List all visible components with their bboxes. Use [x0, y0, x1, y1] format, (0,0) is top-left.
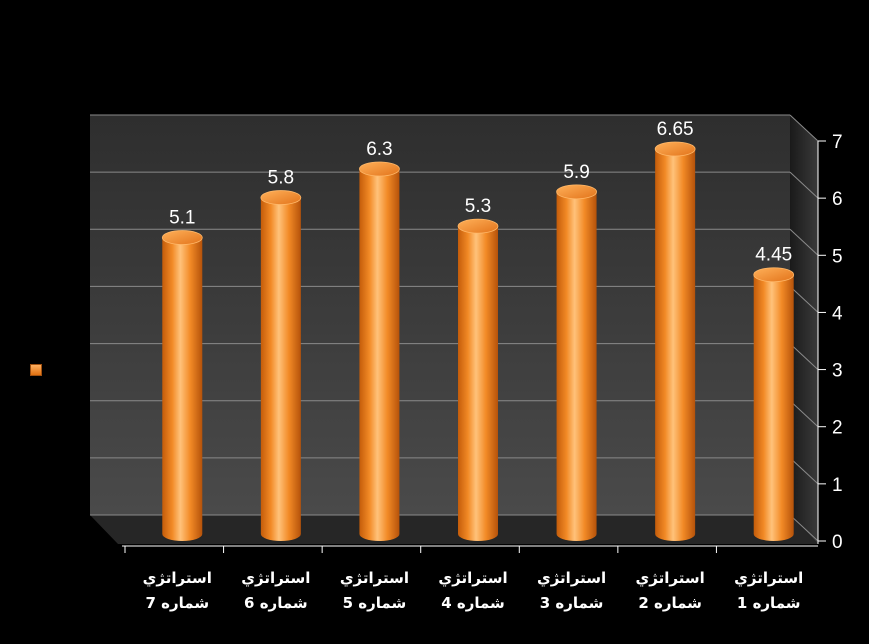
side-wall — [790, 115, 818, 544]
bar — [162, 237, 203, 542]
bar — [753, 274, 794, 542]
y-tick-label: 3 — [832, 361, 843, 382]
x-tick-label: شماره 5 — [343, 594, 407, 612]
bar — [556, 191, 597, 542]
bar — [359, 169, 400, 542]
bar — [655, 149, 696, 542]
gridline-side — [789, 400, 819, 428]
x-tick-label: شماره 6 — [244, 594, 308, 612]
data-label: 5.3 — [465, 196, 491, 217]
gridline-side — [789, 171, 819, 199]
y-tick-label: 0 — [832, 532, 843, 553]
bar-cap — [359, 161, 400, 177]
data-label: 5.9 — [563, 162, 589, 183]
gridline-side — [789, 514, 819, 542]
bar — [458, 226, 498, 541]
legend-marker — [30, 364, 42, 376]
x-tick-label: شماره 7 — [145, 594, 209, 612]
x-tick-label: استراتژي — [340, 569, 409, 588]
gridline-side — [789, 114, 819, 142]
bar-cap — [753, 267, 795, 283]
x-tick-label: استراتژي — [143, 569, 212, 588]
x-tick-label: استراتژي — [636, 569, 705, 588]
x-tick-label: شماره 3 — [540, 594, 604, 612]
data-label: 4.45 — [755, 245, 792, 266]
data-label: 5.8 — [268, 168, 294, 189]
x-tick-label: شماره 4 — [441, 594, 505, 612]
data-label: 6.65 — [657, 119, 694, 140]
bar-cap — [260, 190, 302, 205]
y-tick-label: 2 — [832, 418, 843, 439]
data-label: 6.3 — [366, 139, 392, 160]
x-tick-label: شماره 1 — [737, 594, 801, 612]
bar-cap — [457, 218, 499, 234]
y-tick-label: 7 — [832, 132, 843, 153]
y-tick-label: 4 — [832, 303, 843, 324]
bar-cap — [654, 141, 696, 157]
bar-cap — [556, 184, 597, 200]
x-tick-label: استراتژي — [537, 569, 606, 588]
gridline-side — [789, 228, 819, 256]
bar-cap — [161, 230, 203, 245]
y-tick-label: 5 — [832, 246, 843, 267]
gridline-side — [789, 457, 819, 485]
y-tick-label: 6 — [832, 189, 843, 210]
data-label: 5.1 — [169, 208, 195, 229]
x-tick-label: استراتژي — [241, 569, 310, 588]
bar — [260, 197, 301, 542]
x-tick-label: استراتژي — [438, 569, 507, 588]
gridline-side — [789, 343, 819, 370]
gridline-side — [789, 286, 819, 313]
x-tick-label: شماره 2 — [638, 594, 702, 612]
y-tick-label: 1 — [832, 475, 843, 496]
x-tick-label: استراتژي — [734, 569, 803, 588]
